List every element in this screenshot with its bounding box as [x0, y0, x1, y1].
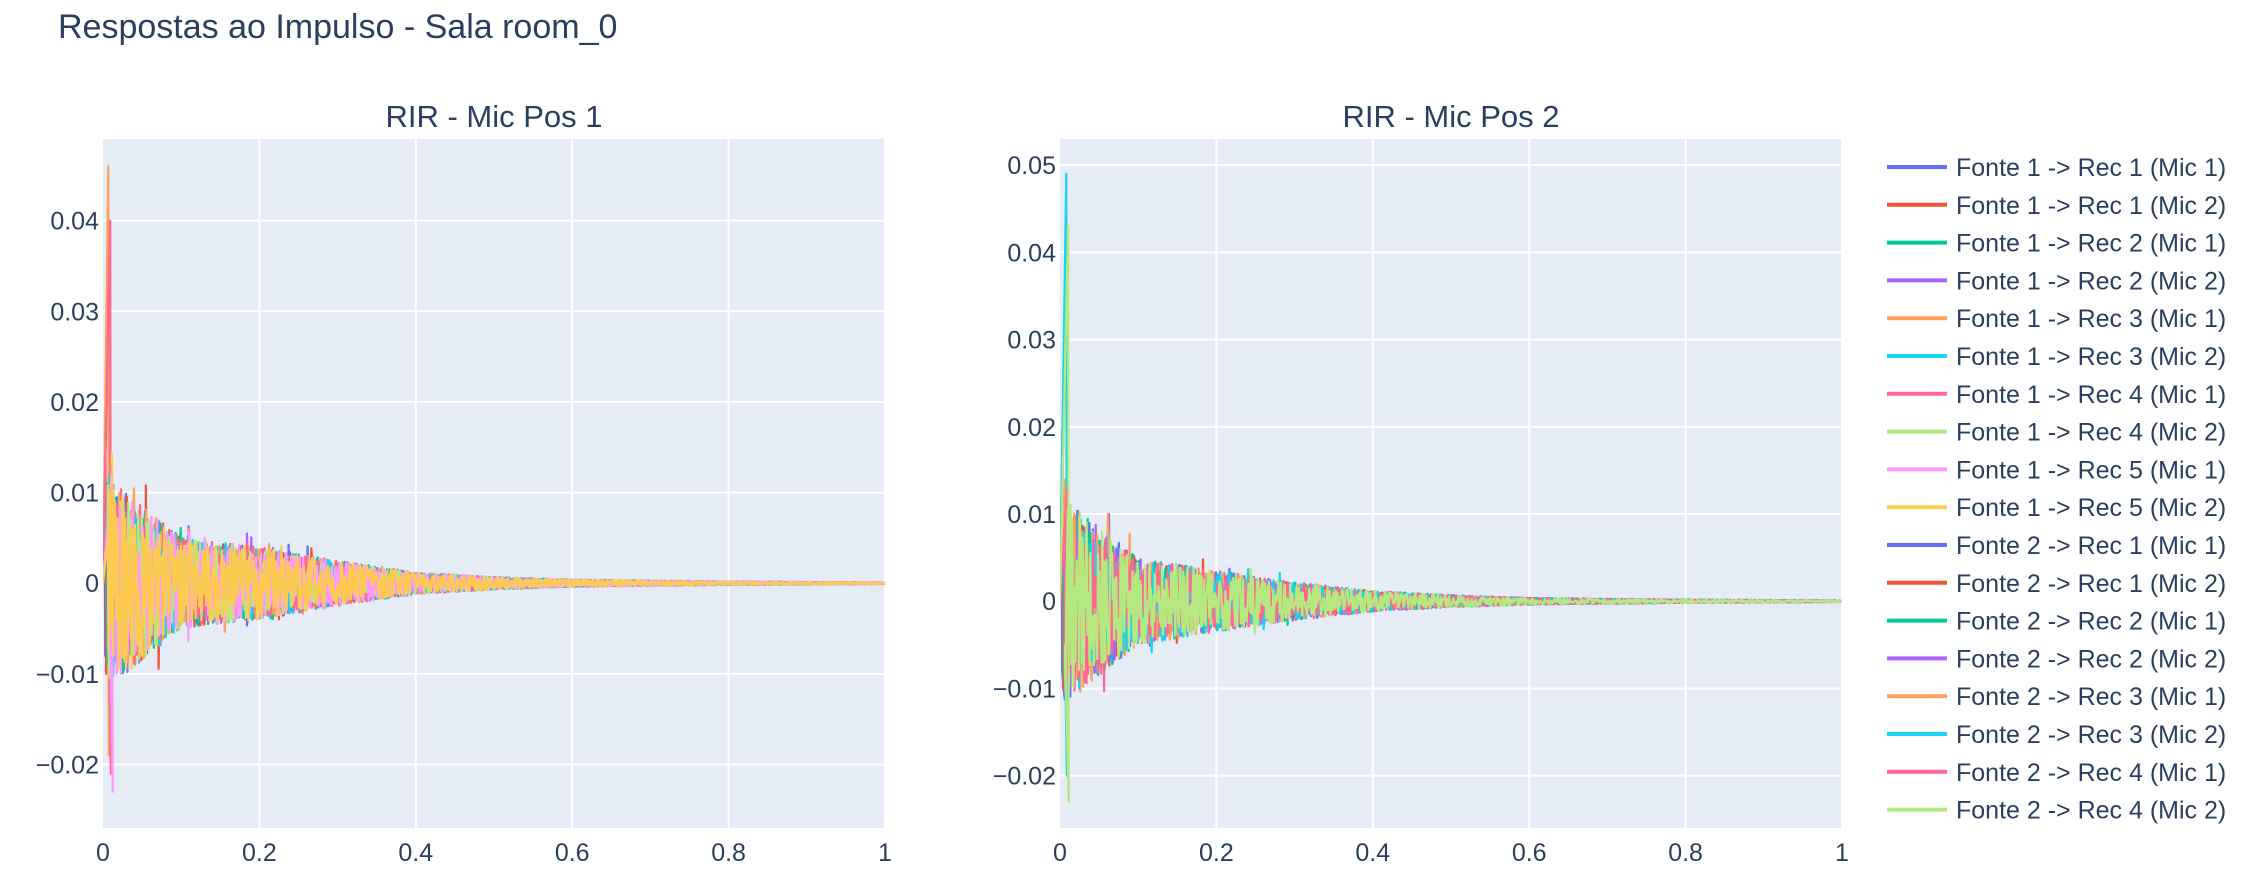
legend-item[interactable]: Fonte 1 -> Rec 5 (Mic 2)	[1887, 494, 2226, 522]
legend-item[interactable]: Fonte 2 -> Rec 2 (Mic 1)	[1887, 608, 2226, 636]
legend-item[interactable]: Fonte 1 -> Rec 2 (Mic 2)	[1887, 267, 2226, 295]
legend-item[interactable]: Fonte 1 -> Rec 3 (Mic 1)	[1887, 305, 2226, 333]
legend-label: Fonte 1 -> Rec 2 (Mic 2)	[1956, 267, 2226, 295]
x-tick-label: 0.6	[555, 839, 590, 867]
legend-item[interactable]: Fonte 2 -> Rec 4 (Mic 2)	[1887, 797, 2226, 825]
legend-label: Fonte 2 -> Rec 3 (Mic 1)	[1956, 683, 2226, 711]
x-tick-label: 0.4	[398, 839, 433, 867]
y-tick-label: 0.04	[50, 208, 99, 236]
y-tick-label: 0.02	[1007, 414, 1056, 442]
x-tick-label: 1	[878, 839, 892, 867]
plot-area	[103, 139, 885, 828]
legend-item[interactable]: Fonte 1 -> Rec 1 (Mic 2)	[1887, 192, 2226, 220]
y-tick-label: 0	[1042, 588, 1056, 616]
legend-item[interactable]: Fonte 1 -> Rec 1 (Mic 1)	[1887, 154, 2226, 182]
legend-label: Fonte 1 -> Rec 2 (Mic 1)	[1956, 230, 2226, 258]
legend-label: Fonte 2 -> Rec 4 (Mic 1)	[1956, 759, 2226, 787]
legend-label: Fonte 1 -> Rec 3 (Mic 2)	[1956, 343, 2226, 371]
y-tick-label: 0.01	[1007, 501, 1056, 529]
legend-label: Fonte 1 -> Rec 4 (Mic 2)	[1956, 419, 2226, 447]
subplot-title: RIR - Mic Pos 2	[1342, 99, 1559, 134]
y-tick-label: −0.01	[36, 661, 99, 689]
y-tick-label: 0	[85, 570, 99, 598]
x-tick-label: 1	[1835, 839, 1849, 867]
legend-item[interactable]: Fonte 1 -> Rec 4 (Mic 1)	[1887, 381, 2226, 409]
legend-item[interactable]: Fonte 2 -> Rec 1 (Mic 1)	[1887, 532, 2226, 560]
legend-item[interactable]: Fonte 1 -> Rec 5 (Mic 1)	[1887, 456, 2226, 484]
traces	[103, 165, 885, 793]
legend-label: Fonte 1 -> Rec 1 (Mic 1)	[1956, 154, 2226, 182]
y-tick-label: 0.05	[1007, 152, 1056, 180]
y-tick-label: −0.01	[993, 675, 1056, 703]
x-tick-label: 0.4	[1355, 839, 1390, 867]
y-tick-label: 0.03	[50, 298, 99, 326]
legend-item[interactable]: Fonte 1 -> Rec 4 (Mic 2)	[1887, 419, 2226, 447]
y-tick-label: 0.03	[1007, 327, 1056, 355]
legend-item[interactable]: Fonte 1 -> Rec 2 (Mic 1)	[1887, 230, 2226, 258]
legend-label: Fonte 2 -> Rec 3 (Mic 2)	[1956, 721, 2226, 749]
legend-label: Fonte 1 -> Rec 5 (Mic 1)	[1956, 456, 2226, 484]
x-tick-label: 0.8	[711, 839, 746, 867]
x-tick-label: 0.2	[242, 839, 277, 867]
legend-item[interactable]: Fonte 2 -> Rec 1 (Mic 2)	[1887, 570, 2226, 598]
x-tick-label: 0	[96, 839, 110, 867]
legend-label: Fonte 2 -> Rec 4 (Mic 2)	[1956, 797, 2226, 825]
legend-label: Fonte 2 -> Rec 1 (Mic 1)	[1956, 532, 2226, 560]
legend-item[interactable]: Fonte 1 -> Rec 3 (Mic 2)	[1887, 343, 2226, 371]
legend-label: Fonte 2 -> Rec 1 (Mic 2)	[1956, 570, 2226, 598]
legend-item[interactable]: Fonte 2 -> Rec 3 (Mic 2)	[1887, 721, 2226, 749]
y-tick-label: −0.02	[36, 752, 99, 780]
y-tick-label: 0.01	[50, 480, 99, 508]
y-tick-label: 0.02	[50, 389, 99, 417]
subplot-mic-pos-1: RIR - Mic Pos 1 0 0.2 0.4 0.6 0.8 1 −0.02 −0.01…	[36, 99, 892, 867]
legend-label: Fonte 2 -> Rec 2 (Mic 2)	[1956, 645, 2226, 673]
legend-item[interactable]: Fonte 2 -> Rec 4 (Mic 1)	[1887, 759, 2226, 787]
x-tick-label: 0.8	[1668, 839, 1703, 867]
subplot-mic-pos-2: RIR - Mic Pos 2 0 0.2 0.4 0.6 0.8 1 −0.02 −0.01…	[993, 99, 1849, 867]
legend-label: Fonte 1 -> Rec 5 (Mic 2)	[1956, 494, 2226, 522]
traces	[1060, 172, 1842, 803]
trace-line	[103, 452, 885, 670]
legend[interactable]: Fonte 1 -> Rec 1 (Mic 1) Fonte 1 -> Rec 1…	[1887, 154, 2226, 825]
legend-label: Fonte 1 -> Rec 4 (Mic 1)	[1956, 381, 2226, 409]
x-tick-label: 0	[1053, 839, 1067, 867]
plot-area	[1060, 139, 1842, 828]
legend-label: Fonte 2 -> Rec 2 (Mic 1)	[1956, 608, 2226, 636]
x-tick-label: 0.6	[1512, 839, 1547, 867]
legend-label: Fonte 1 -> Rec 3 (Mic 1)	[1956, 305, 2226, 333]
y-tick-label: −0.02	[993, 763, 1056, 791]
trace-line	[1060, 225, 1842, 803]
x-tick-label: 0.2	[1199, 839, 1234, 867]
y-tick-label: 0.04	[1007, 239, 1056, 267]
legend-item[interactable]: Fonte 2 -> Rec 3 (Mic 1)	[1887, 683, 2226, 711]
legend-label: Fonte 1 -> Rec 1 (Mic 2)	[1956, 192, 2226, 220]
legend-item[interactable]: Fonte 2 -> Rec 2 (Mic 2)	[1887, 645, 2226, 673]
figure-title: Respostas ao Impulso - Sala room_0	[58, 8, 617, 46]
subplot-title: RIR - Mic Pos 1	[385, 99, 602, 134]
